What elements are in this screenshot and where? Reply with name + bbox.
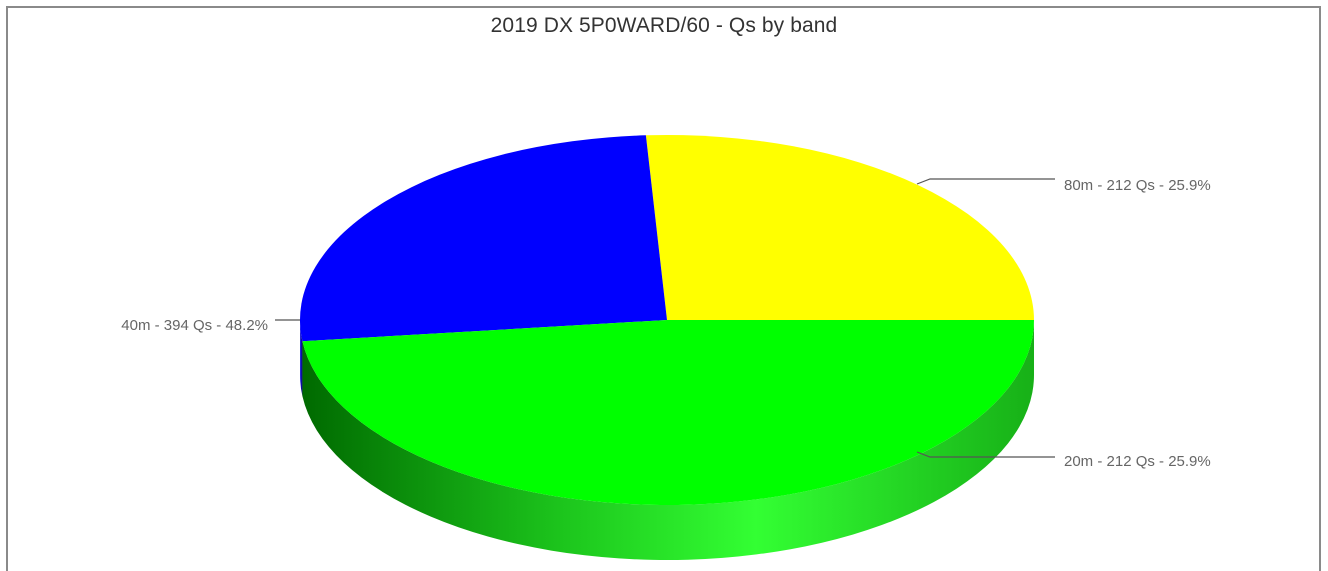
- pie-slice-20m: [300, 135, 667, 342]
- pie-slice-40m: [302, 320, 1034, 505]
- leader-line-20m: [916, 451, 1055, 458]
- pie-labels: 80m - 212 Qs - 25.9% 20m - 212 Qs - 25.9%…: [121, 177, 1210, 470]
- pie-slice-side-40m: [302, 320, 1034, 560]
- pie-tops: [300, 135, 1034, 505]
- pie-sides: [300, 320, 1034, 560]
- leader-line-80m: [916, 178, 1055, 185]
- pie-leaders: [275, 178, 1055, 458]
- slice-label-20m: 20m - 212 Qs - 25.9%: [1064, 453, 1211, 470]
- chart-title: 2019 DX 5P0WARD/60 - Qs by band: [490, 14, 838, 37]
- pie-slice-side-20m: [300, 320, 303, 397]
- pie-slice-80m: [645, 135, 1034, 320]
- slice-label-40m: 40m - 394 Qs - 48.2%: [121, 317, 268, 334]
- slice-label-80m: 80m - 212 Qs - 25.9%: [1064, 177, 1211, 194]
